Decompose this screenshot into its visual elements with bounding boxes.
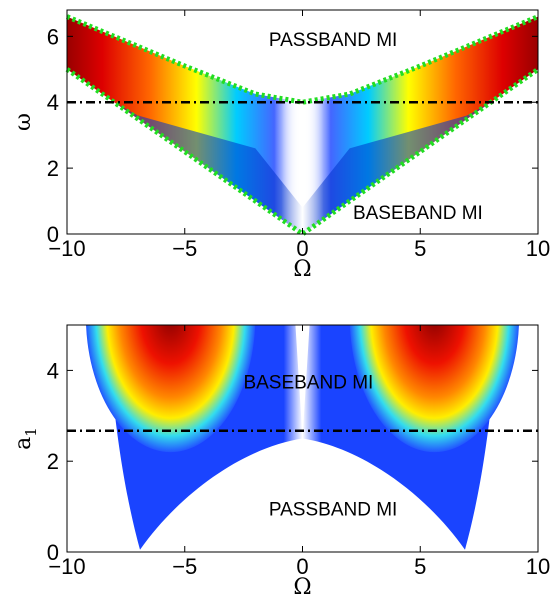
bot-x-tick-label: 0 <box>296 554 308 579</box>
bot-x-tick-label: −5 <box>172 554 197 579</box>
top-x-ticks: −10 −5 0 5 10 <box>48 10 550 261</box>
bot-annotation: PASSBAND MI <box>269 500 397 521</box>
bottom-annotations: BASEBAND MI PASSBAND MI <box>243 373 397 521</box>
bottom-x-ticks: −10 −5 0 5 10 <box>48 325 550 579</box>
bot-annotation: BASEBAND MI <box>243 373 373 394</box>
top-boundary-upper <box>66 14 539 105</box>
top-y-axis-label: ω <box>11 113 36 131</box>
top-y-tick-label: 2 <box>47 156 59 181</box>
bot-y-tick-label: 0 <box>47 540 59 565</box>
top-y-tick-label: 0 <box>47 222 59 247</box>
bottom-y-axis-label-sub: 1 <box>22 427 40 437</box>
top-y-tick-label: 4 <box>47 90 59 115</box>
top-x-tick-label: −5 <box>172 236 197 261</box>
bot-y-tick-label: 2 <box>47 449 59 474</box>
bottom-heatmap-right-peak <box>349 325 519 453</box>
bot-x-tick-label: 5 <box>414 554 426 579</box>
bot-x-tick-label: −10 <box>48 554 85 579</box>
bot-y-tick-label: 4 <box>47 358 59 383</box>
bottom-heatmap-left-peak <box>86 325 256 453</box>
bottom-y-axis-label: a1 <box>11 427 40 450</box>
bottom-y-axis-label-main: a <box>11 437 36 450</box>
top-annotation: PASSBAND MI <box>269 30 397 51</box>
bottom-x-axis-label: Ω <box>293 575 311 600</box>
bot-x-tick-label: 10 <box>526 554 550 579</box>
top-x-tick-label: 5 <box>414 236 426 261</box>
top-x-axis-label: Ω <box>293 257 311 282</box>
top-y-ticks: 0 2 4 6 <box>47 24 538 247</box>
bottom-y-ticks: 0 2 4 <box>47 358 538 565</box>
bottom-heatmap-center-band <box>283 325 322 552</box>
bottom-heatmap <box>86 325 519 552</box>
top-x-tick-label: 0 <box>296 236 308 261</box>
bottom-chart: −10 −5 0 5 10 0 2 4 BASEBAND MI PASSBAND MI Ω a… <box>11 324 550 600</box>
top-annotation: BASEBAND MI <box>353 203 483 224</box>
top-y-tick-label: 6 <box>47 24 59 49</box>
top-annotations: PASSBAND MI BASEBAND MI <box>269 30 483 224</box>
top-x-tick-label: −10 <box>48 236 85 261</box>
top-x-tick-label: 10 <box>526 236 550 261</box>
top-heatmap-center-band <box>281 10 324 234</box>
